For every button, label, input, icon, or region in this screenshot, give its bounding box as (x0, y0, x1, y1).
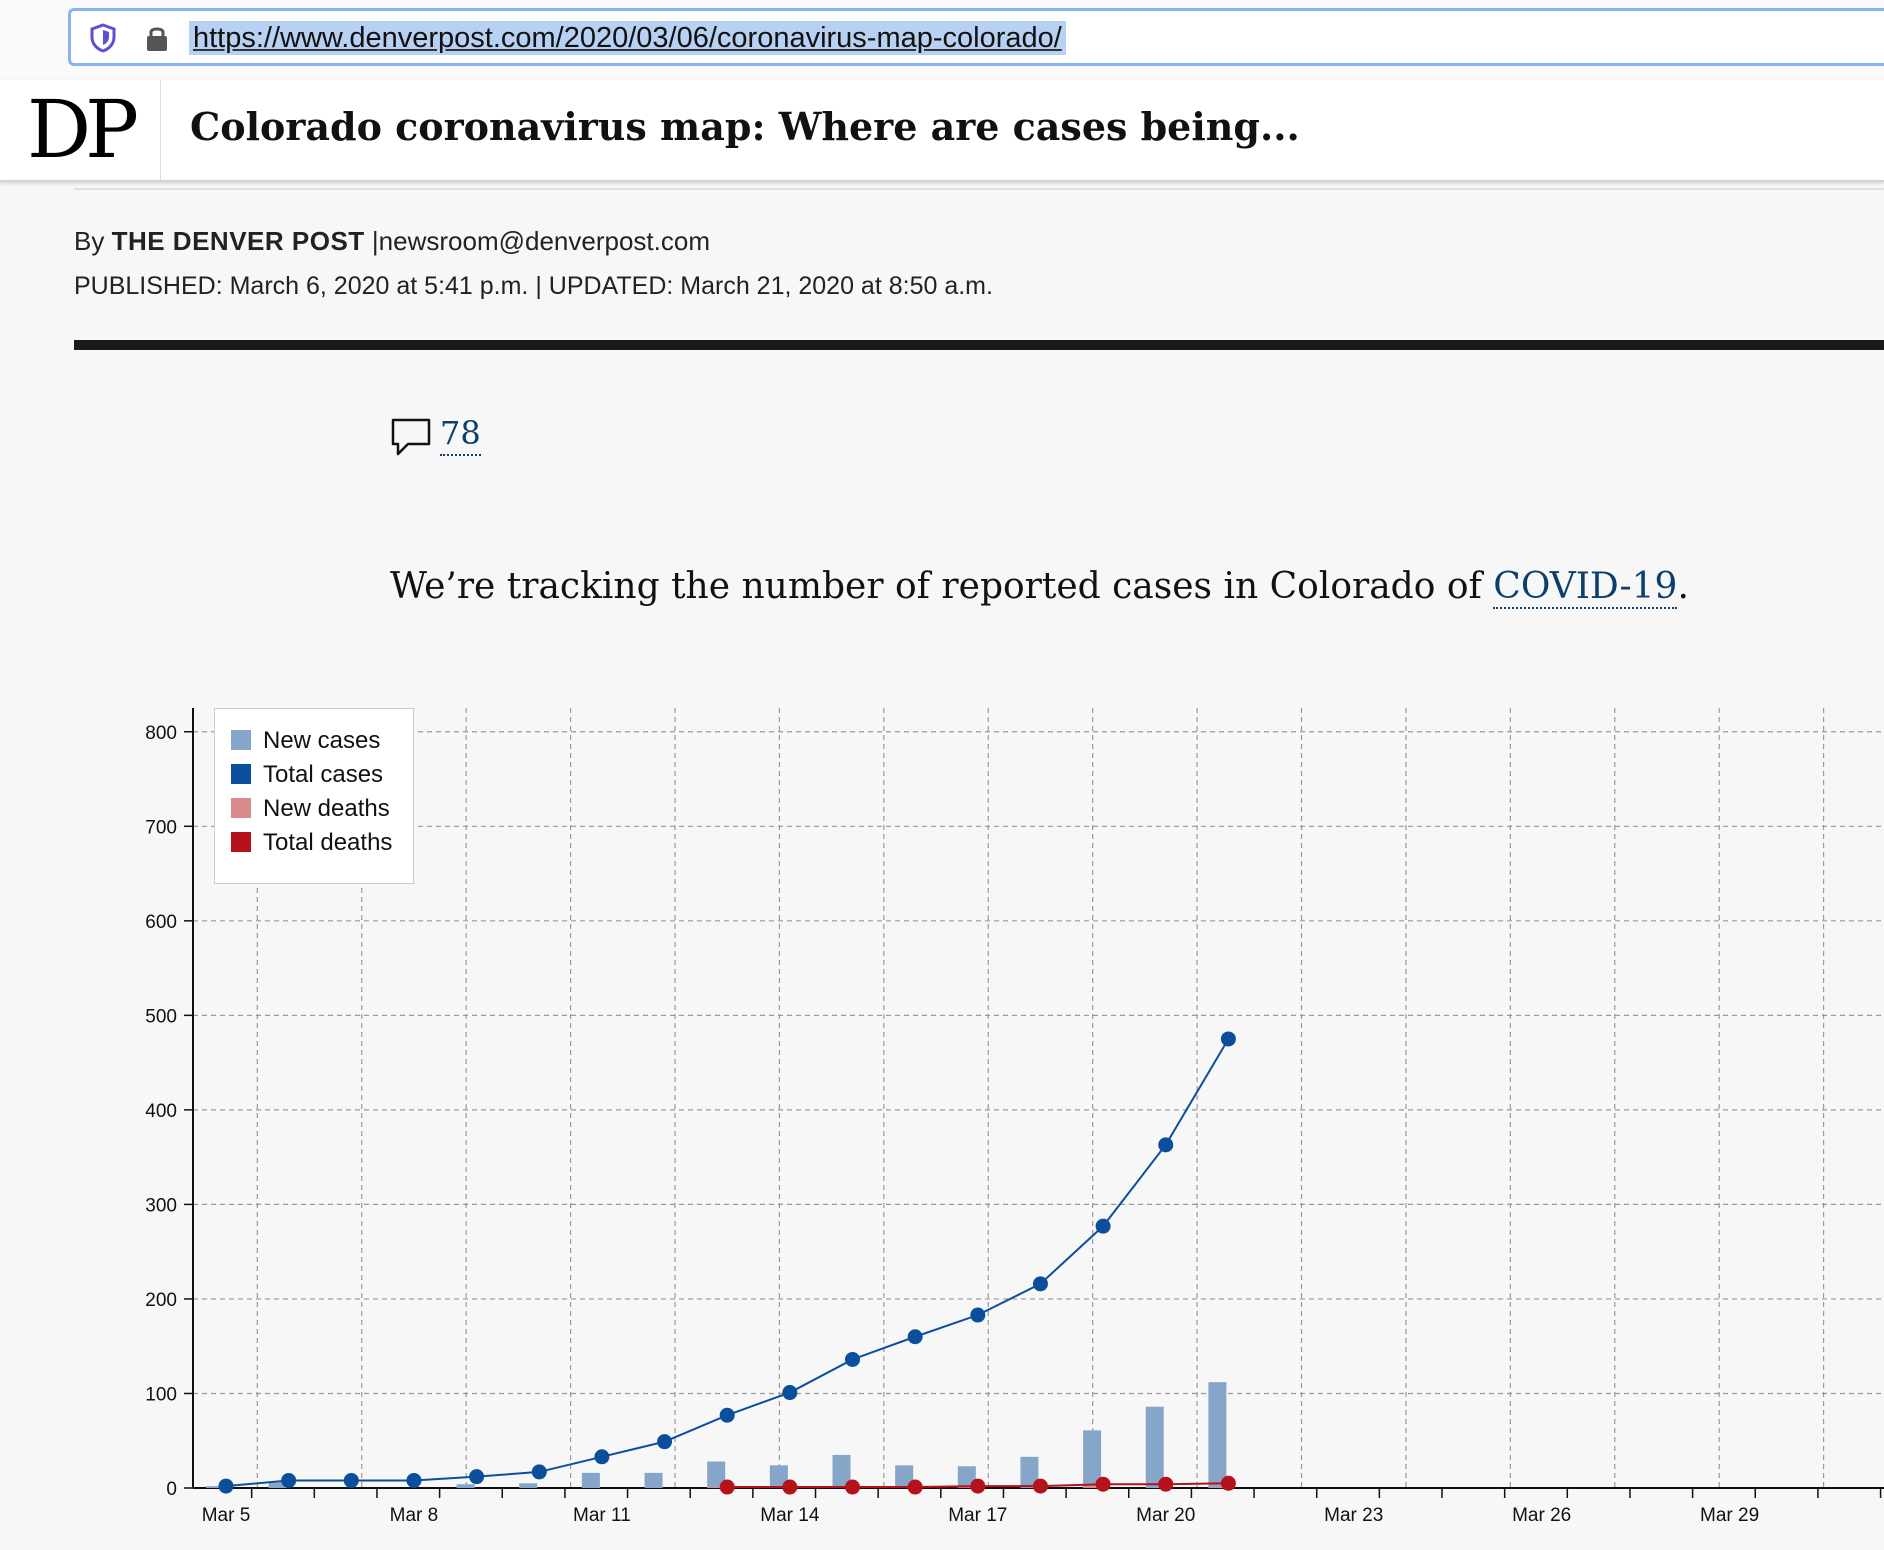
url-text[interactable]: https://www.denverpost.com/2020/03/06/co… (189, 21, 1066, 55)
y-tick-label: 200 (145, 1290, 177, 1311)
total-cases-point (908, 1329, 923, 1344)
total-cases-point (281, 1473, 296, 1488)
total-cases-point (594, 1449, 609, 1464)
byline-separator: | (372, 226, 379, 256)
x-tick-label: Mar 14 (760, 1505, 820, 1526)
intro-period: . (1677, 566, 1688, 607)
new-cases-bar (645, 1473, 663, 1488)
total-cases-point (406, 1473, 421, 1488)
total-deaths-point (970, 1479, 985, 1494)
total-cases-point (1221, 1031, 1236, 1046)
total-deaths-point (782, 1480, 797, 1495)
total-cases-point (1096, 1219, 1111, 1234)
total-deaths-point (1158, 1477, 1173, 1492)
y-tick-label: 0 (166, 1479, 177, 1500)
comment-icon[interactable] (390, 416, 432, 458)
new-cases-bar (1208, 1382, 1226, 1488)
legend-swatch (231, 730, 251, 750)
legend-swatch (231, 832, 251, 852)
x-tick-label: Mar 17 (948, 1505, 1007, 1526)
byline: By THE DENVER POST |newsroom@denverpost.… (74, 226, 710, 257)
legend-label: Total cases (263, 761, 383, 788)
total-deaths-point (1096, 1477, 1111, 1492)
total-deaths-point (1221, 1476, 1236, 1491)
total-deaths-point (845, 1480, 860, 1495)
new-cases-bar (582, 1473, 600, 1488)
x-tick-label: Mar 8 (390, 1505, 439, 1526)
legend-swatch (231, 764, 251, 784)
x-tick-label: Mar 26 (1512, 1505, 1571, 1526)
lock-icon[interactable] (143, 23, 171, 53)
x-tick-label: Mar 23 (1324, 1505, 1383, 1526)
site-logo[interactable]: DP (0, 80, 161, 180)
covid-link[interactable]: COVID-19 (1493, 566, 1677, 609)
x-tick-label: Mar 5 (202, 1505, 251, 1526)
x-tick-label: Mar 20 (1136, 1505, 1195, 1526)
total-deaths-point (720, 1480, 735, 1495)
legend-item-total-deaths: Total deaths (231, 829, 392, 859)
total-cases-point (657, 1434, 672, 1449)
x-tick-label: Mar 11 (573, 1505, 631, 1526)
browser-toolbar: https://www.denverpost.com/2020/03/06/co… (0, 0, 1884, 78)
y-tick-label: 300 (145, 1195, 177, 1216)
legend-label: New cases (263, 727, 380, 754)
divider (74, 188, 1884, 190)
publish-dates: PUBLISHED: March 6, 2020 at 5:41 p.m. | … (74, 272, 993, 301)
byline-author[interactable]: THE DENVER POST (112, 226, 365, 256)
y-tick-label: 800 (145, 723, 177, 744)
legend-swatch (231, 798, 251, 818)
legend-item-new-cases: New cases (231, 727, 380, 757)
y-tick-label: 500 (145, 1006, 177, 1027)
y-tick-label: 100 (145, 1384, 177, 1405)
total-cases-point (219, 1479, 234, 1494)
total-cases-point (782, 1385, 797, 1400)
site-header: DP Colorado coronavirus map: Where are c… (0, 80, 1884, 182)
legend-label: Total deaths (263, 829, 392, 856)
total-cases-point (344, 1473, 359, 1488)
divider (74, 340, 1884, 350)
intro-text: We’re tracking the number of reported ca… (390, 566, 1493, 607)
intro-paragraph: We’re tracking the number of reported ca… (390, 566, 1689, 607)
chart-legend: New cases Total cases New deaths Total d… (214, 708, 414, 884)
new-cases-bar (519, 1483, 537, 1488)
page-title: Colorado coronavirus map: Where are case… (190, 104, 1300, 149)
total-cases-point (1158, 1137, 1173, 1152)
address-bar[interactable]: https://www.denverpost.com/2020/03/06/co… (68, 8, 1884, 66)
legend-label: New deaths (263, 795, 390, 822)
total-cases-point (1033, 1276, 1048, 1291)
y-tick-label: 700 (145, 817, 177, 838)
byline-email[interactable]: newsroom@denverpost.com (379, 226, 710, 256)
x-tick-label: Mar 29 (1700, 1505, 1759, 1526)
shield-icon[interactable] (89, 23, 117, 53)
total-cases-point (970, 1308, 985, 1323)
total-cases-point (532, 1464, 547, 1479)
new-cases-bar (457, 1484, 475, 1488)
legend-item-new-deaths: New deaths (231, 795, 390, 825)
total-cases-point (469, 1469, 484, 1484)
new-cases-bar (1146, 1407, 1164, 1488)
total-cases-point (845, 1352, 860, 1367)
y-tick-label: 600 (145, 912, 177, 933)
y-tick-label: 400 (145, 1101, 177, 1122)
total-cases-point (720, 1408, 735, 1423)
total-deaths-point (908, 1480, 923, 1495)
comment-count[interactable]: 78 (440, 412, 481, 456)
legend-item-total-cases: Total cases (231, 761, 383, 791)
byline-prefix: By (74, 226, 104, 256)
total-deaths-point (1033, 1479, 1048, 1494)
